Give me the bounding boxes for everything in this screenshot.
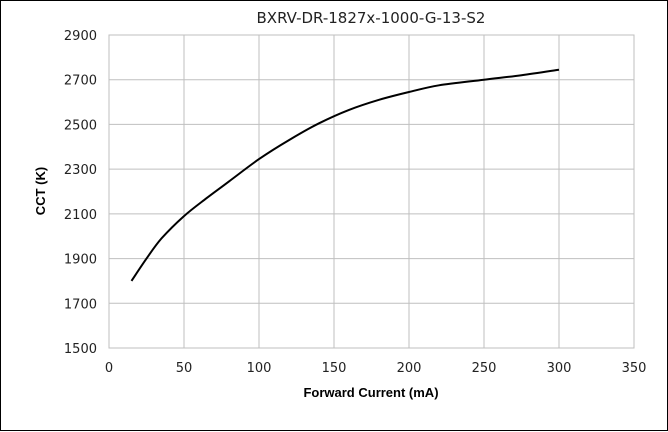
y-tick-label: 2500	[64, 118, 97, 133]
y-axis-label: CCT (K)	[33, 167, 48, 215]
y-tick-label: 2300	[64, 163, 97, 178]
series-line	[130, 68, 560, 282]
x-tick-label: 250	[472, 361, 497, 376]
x-tick-label: 150	[322, 361, 347, 376]
y-tick-label: 2900	[64, 29, 97, 44]
x-axis-label: Forward Current (mA)	[303, 385, 438, 400]
y-tick-label: 1700	[64, 297, 97, 312]
grid-lines	[109, 35, 634, 348]
y-tick-label: 1500	[64, 342, 97, 357]
x-tick-label: 350	[622, 361, 647, 376]
x-tick-label: 200	[397, 361, 422, 376]
y-tick-label: 2700	[64, 74, 97, 89]
chart-title: BXRV-DR-1827x-1000-G-13-S2	[257, 9, 486, 27]
x-tick-label: 300	[547, 361, 572, 376]
y-axis-ticks: 1500 1700 1900 2100 2300 2500 2700 2900	[64, 29, 97, 357]
x-axis-ticks: 0 50 100 150 200 250 300 350	[105, 361, 647, 376]
x-tick-label: 100	[247, 361, 272, 376]
x-tick-label: 50	[176, 361, 193, 376]
y-tick-label: 2100	[64, 208, 97, 223]
y-tick-label: 1900	[64, 253, 97, 268]
x-tick-label: 0	[105, 361, 113, 376]
plot-area	[108, 34, 635, 349]
